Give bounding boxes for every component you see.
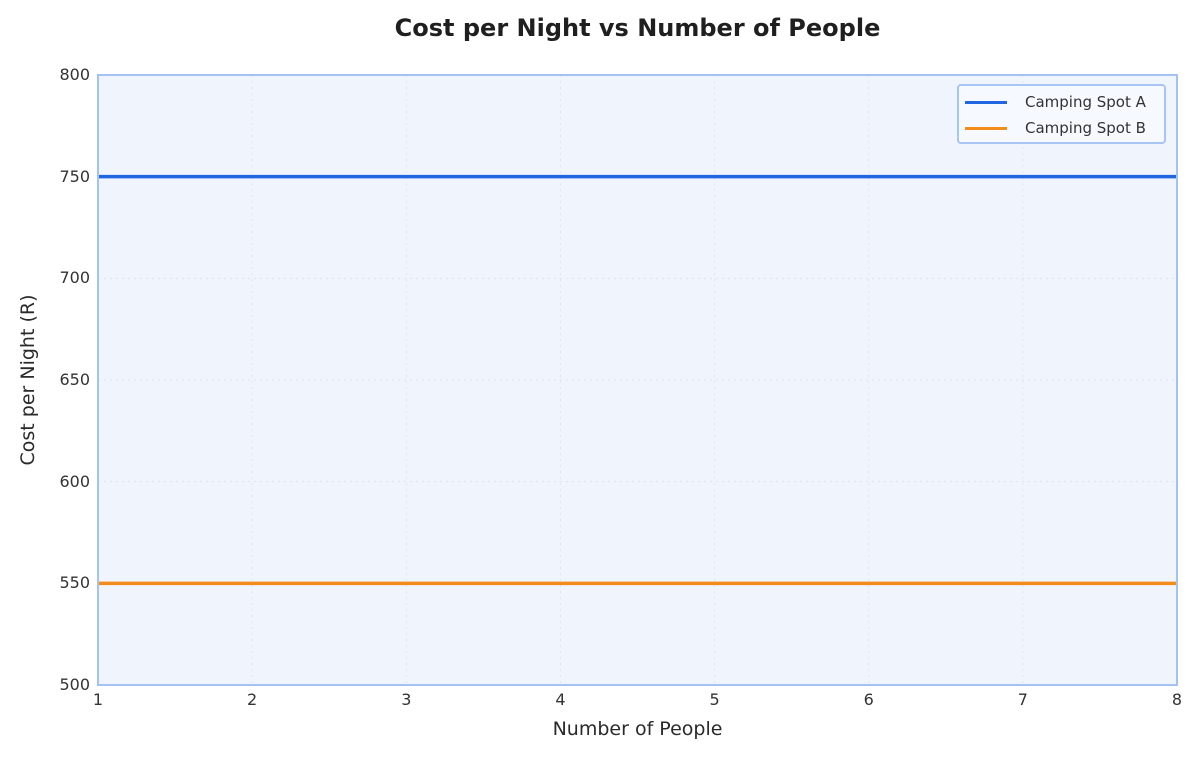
x-tick-label: 2 <box>247 690 258 709</box>
y-tick-label: 650 <box>59 370 90 389</box>
x-tick-label: 6 <box>863 690 874 709</box>
y-tick-label: 550 <box>59 573 90 593</box>
x-tick-label: 5 <box>709 690 720 709</box>
legend-label: Camping Spot A <box>1025 93 1146 111</box>
legend-label: Camping Spot B <box>1025 119 1146 137</box>
legend-swatch-icon <box>965 100 1007 104</box>
x-tick-label: 8 <box>1171 690 1183 709</box>
y-tick-label: 700 <box>59 268 90 288</box>
x-axis-label: Number of People <box>552 718 723 740</box>
y-tick-label: 500 <box>59 675 90 694</box>
plot-background <box>98 75 1177 685</box>
legend-item-spot-b: Camping Spot B <box>965 118 1146 138</box>
x-tick-label: 1 <box>92 690 104 709</box>
legend: Camping Spot A Camping Spot B <box>957 84 1166 144</box>
x-tick-label: 4 <box>555 690 566 709</box>
x-tick-label: 7 <box>1017 690 1028 709</box>
legend-item-spot-a: Camping Spot A <box>965 92 1146 112</box>
legend-swatch-icon <box>965 126 1007 130</box>
plot-border <box>97 74 1178 686</box>
chart-title: Cost per Night vs Number of People <box>394 14 881 42</box>
y-axis-label: Cost per Night (R) <box>17 294 39 466</box>
y-tick-label: 600 <box>59 471 90 491</box>
y-tick-label: 750 <box>59 166 90 186</box>
y-tick-label: 800 <box>59 65 90 84</box>
series-lines <box>98 174 1177 586</box>
x-tick-label: 3 <box>401 690 412 709</box>
